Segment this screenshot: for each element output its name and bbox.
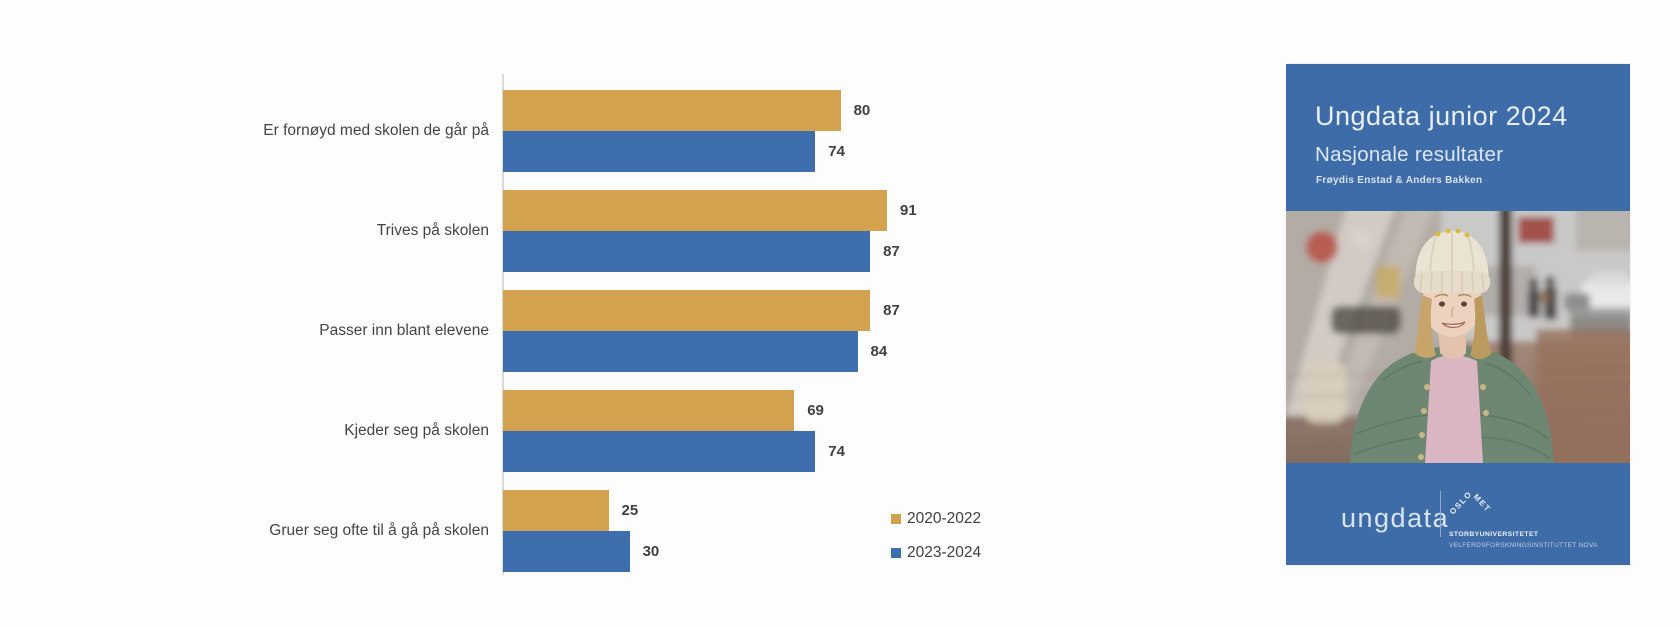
category-label: Kjeder seg på skolen xyxy=(344,422,489,439)
bar-2023-2024 xyxy=(503,531,630,572)
bar-2023-2024 xyxy=(503,231,871,272)
org-name: STORBYUNIVERSITETET xyxy=(1449,531,1539,538)
bar-2023-2024 xyxy=(503,431,816,472)
bar-2020-2022 xyxy=(503,90,841,131)
value-label: 87 xyxy=(883,242,900,260)
value-label: 74 xyxy=(828,142,845,160)
legend-label: 2020-2022 xyxy=(907,509,982,527)
chevron-text-oslo: OSLO xyxy=(1449,489,1474,516)
chevron-text-met: MET xyxy=(1472,492,1493,514)
legend-item-2020-2022: 2020-2022 xyxy=(891,510,981,527)
report-cover: Ungdata junior 2024 Nasjonale resultater… xyxy=(1286,64,1630,565)
legend-swatch-2023-2024 xyxy=(891,547,901,558)
ungdata-logo: ungdata xyxy=(1341,503,1450,533)
bar-2023-2024 xyxy=(503,131,816,172)
value-label: 87 xyxy=(883,301,900,319)
category-label: Gruer seg ofte til å gå på skolen xyxy=(269,522,489,539)
legend-item-2023-2024: 2023-2024 xyxy=(891,544,981,561)
legend-label: 2023-2024 xyxy=(907,543,982,561)
bar-2023-2024 xyxy=(503,331,858,372)
cover-title: Ungdata junior 2024 xyxy=(1315,101,1568,131)
org-sub: VELFERDSFORSKNINGSINSTITUTTET NOVA xyxy=(1449,542,1598,549)
bar-2020-2022 xyxy=(503,290,871,331)
value-label: 74 xyxy=(828,442,845,460)
footer-divider xyxy=(1440,491,1441,537)
oslomet-chevron-icon: OSLO MET xyxy=(1449,489,1493,516)
value-label: 30 xyxy=(642,542,660,560)
value-label: 25 xyxy=(621,501,639,519)
value-label: 91 xyxy=(900,201,917,219)
cover-footer: ungdata OSLO MET STORBYUNIVERSITETET VEL… xyxy=(1286,463,1630,565)
bar-2020-2022 xyxy=(503,490,609,531)
cover-subtitle: Nasjonale resultater xyxy=(1315,143,1504,166)
value-label: 69 xyxy=(807,401,824,419)
cover-authors: Frøydis Enstad & Anders Bakken xyxy=(1316,175,1483,186)
bar-2020-2022 xyxy=(503,190,887,231)
value-label: 84 xyxy=(870,342,888,360)
bar-2020-2022 xyxy=(503,390,795,431)
chart-legend: 2020-2022 2023-2024 xyxy=(891,510,981,578)
category-label: Er fornøyd med skolen de går på xyxy=(263,122,489,139)
legend-swatch-2020-2022 xyxy=(891,513,901,524)
value-label: 80 xyxy=(853,101,871,119)
cover-photo xyxy=(1286,211,1630,463)
category-label: Passer inn blant elevene xyxy=(319,322,489,339)
girl-figure xyxy=(1350,228,1554,463)
category-label: Trives på skolen xyxy=(376,222,489,239)
bar-chart: 2020-2022 2023-2024 Er fornøyd med skole… xyxy=(263,74,981,578)
cover-photo-illustration xyxy=(1286,211,1630,463)
